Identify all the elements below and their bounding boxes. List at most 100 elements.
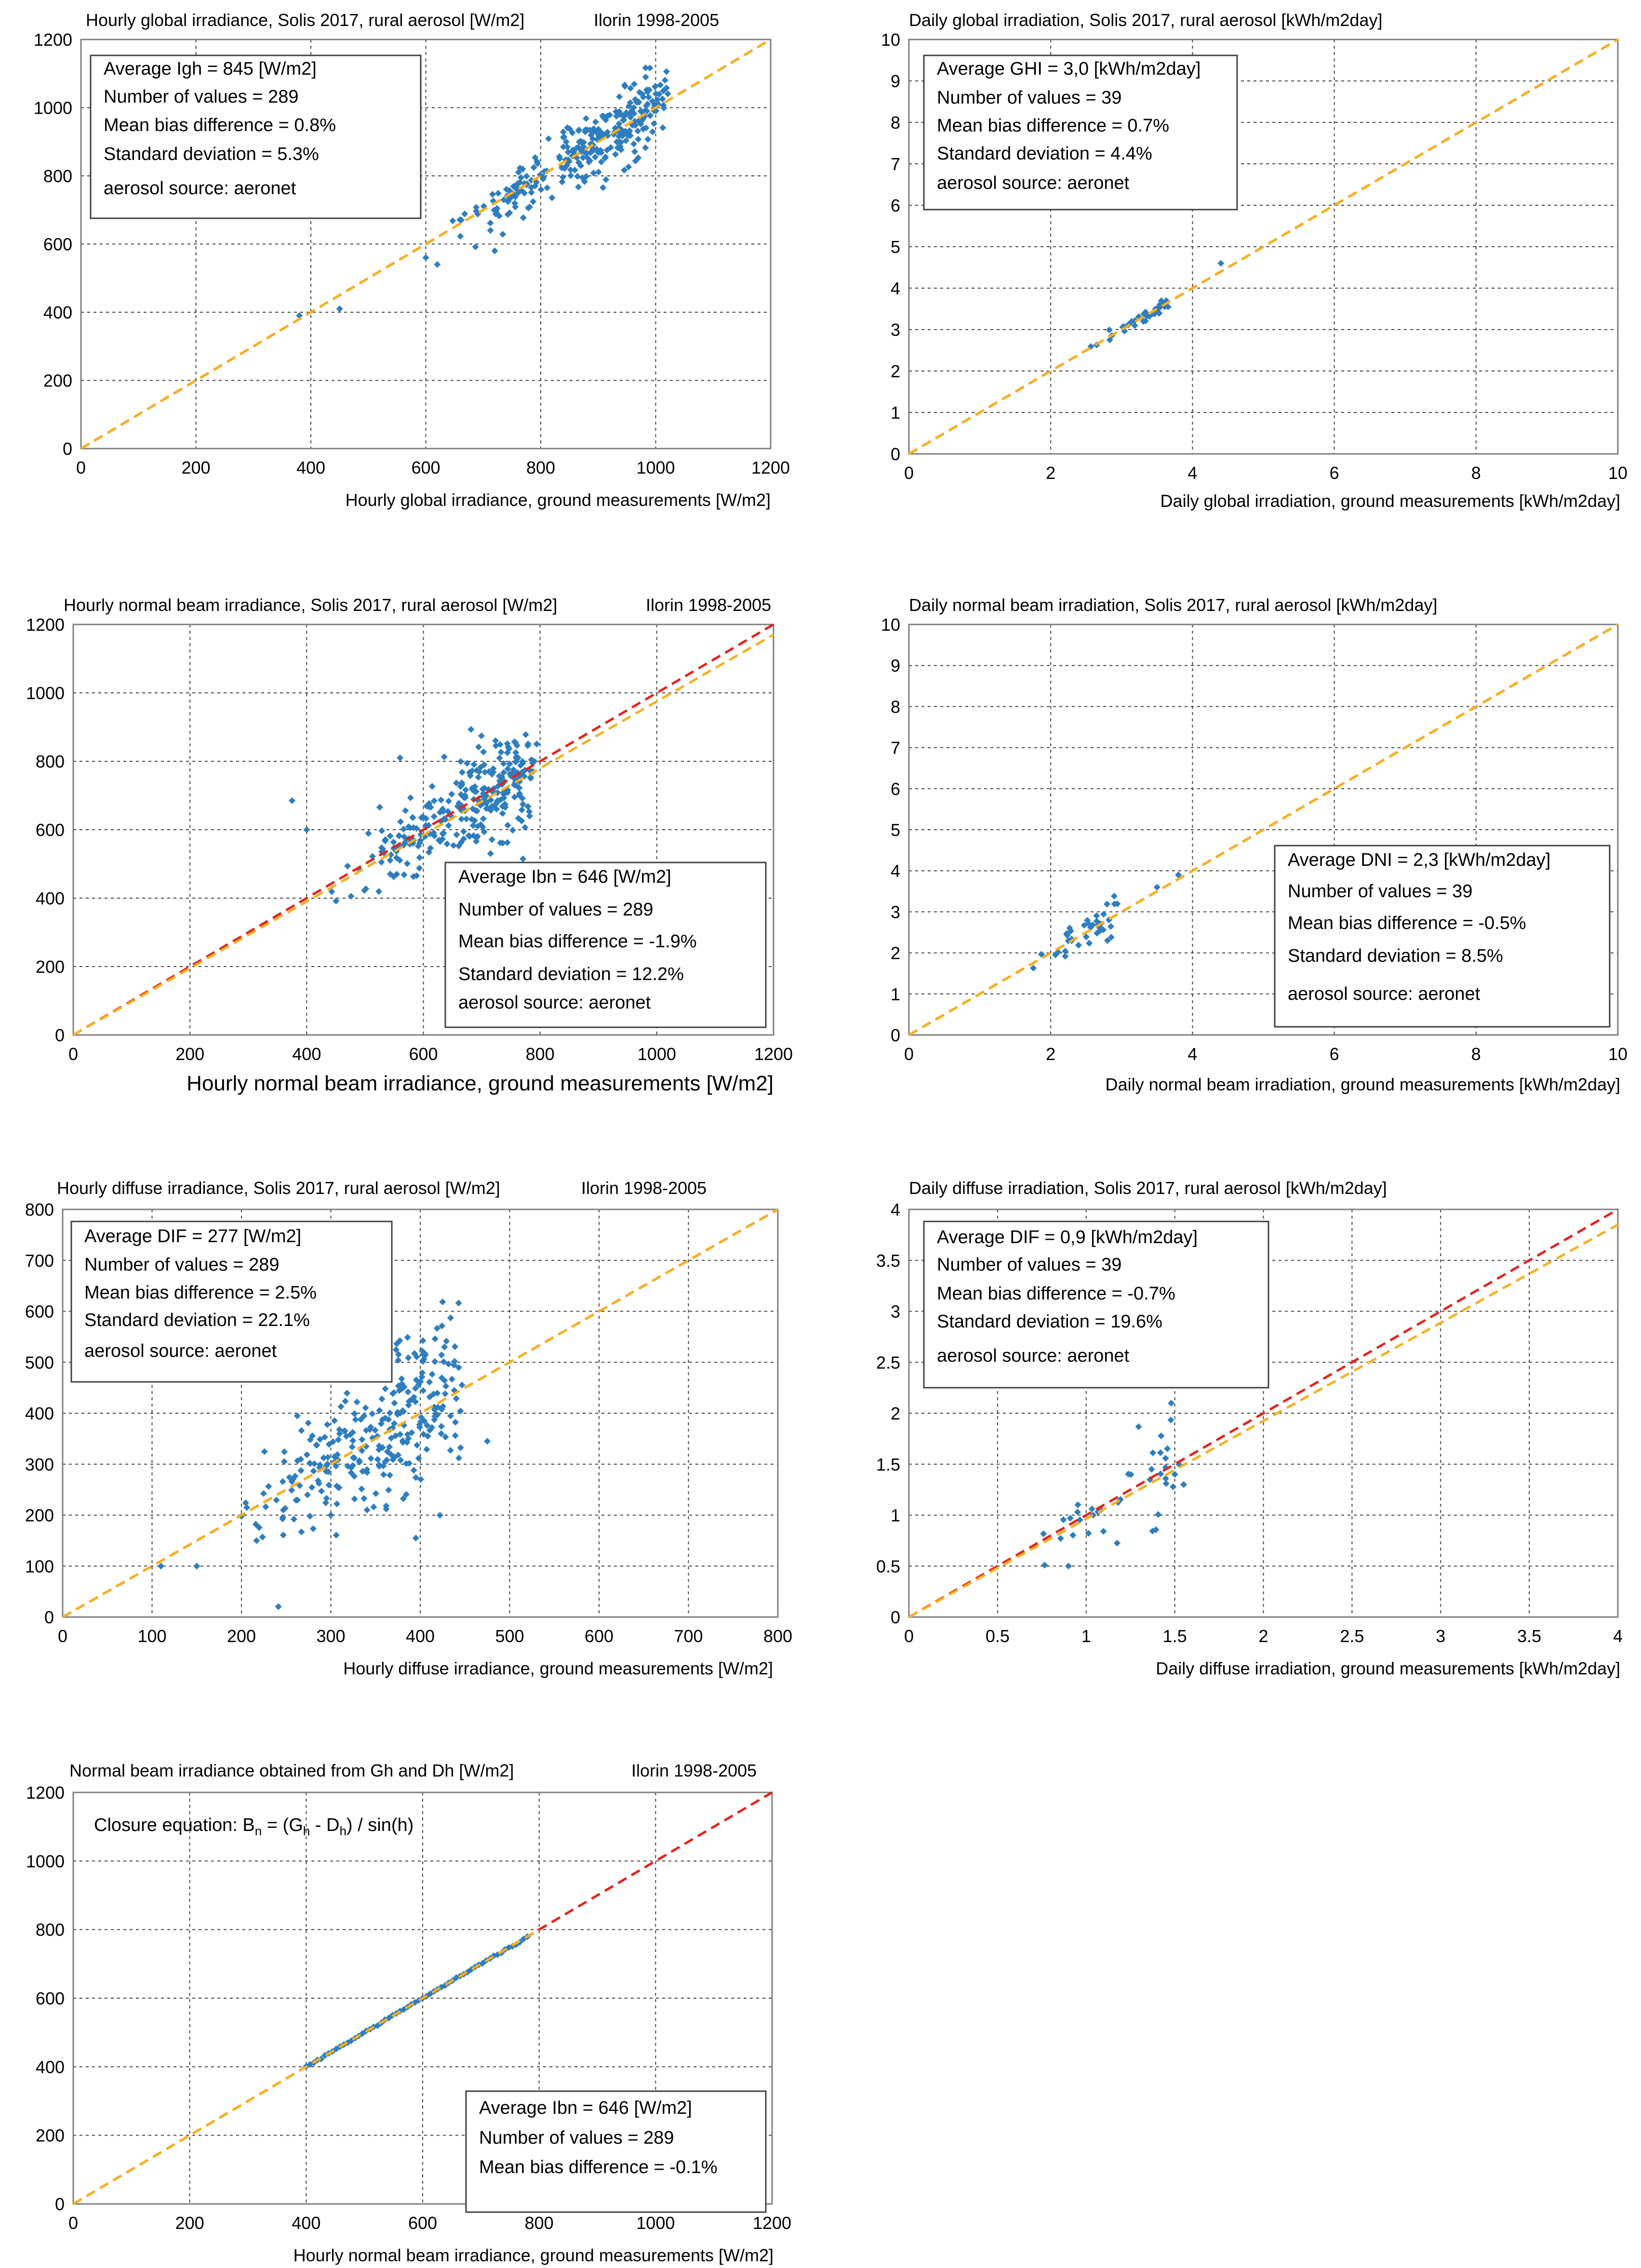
x-tick-label: 1200 xyxy=(751,458,790,477)
data-point xyxy=(342,1398,349,1405)
data-point xyxy=(567,172,574,179)
data-point xyxy=(519,165,526,172)
data-point xyxy=(526,812,533,820)
stats-box xyxy=(70,1220,393,1383)
data-point xyxy=(1170,1483,1177,1490)
stats-line: Standard deviation = 22.1% xyxy=(84,1310,310,1330)
data-point xyxy=(560,128,567,135)
data-point xyxy=(467,726,475,733)
stats-line: Average DIF = 277 [W/m2] xyxy=(84,1226,301,1247)
data-point xyxy=(242,1499,249,1507)
data-point xyxy=(324,1421,331,1428)
stats-line: Number of values = 289 xyxy=(84,1255,280,1275)
x-tick-label: 0 xyxy=(76,458,86,477)
data-point xyxy=(604,129,611,136)
data-point xyxy=(436,1512,443,1519)
data-point xyxy=(428,1370,436,1378)
data-point xyxy=(442,1382,450,1390)
data-point xyxy=(512,749,520,756)
data-point xyxy=(438,796,445,804)
data-point xyxy=(632,122,639,129)
data-point xyxy=(487,219,494,226)
data-point xyxy=(457,1444,464,1451)
chart-title: Daily normal beam irradiation, Solis 201… xyxy=(909,595,1437,615)
chart-p6: 0 0.5 1 1.5 2 2.5 3 3.5 4 0 0.5 1 1.5 2 2.5 3 3.5 4 Daily … xyxy=(876,1178,1623,1678)
data-point xyxy=(510,766,517,773)
chart-title: Hourly diffuse irradiance, Solis 2017, r… xyxy=(57,1178,500,1198)
y-tick-label: 200 xyxy=(25,1506,54,1525)
y-tick-label: 700 xyxy=(25,1251,54,1271)
plot-frame xyxy=(72,623,774,1036)
data-point xyxy=(333,897,340,905)
y-tick-label: 4 xyxy=(891,279,900,298)
data-point xyxy=(259,1533,266,1540)
y-tick-label: 0 xyxy=(44,1607,54,1627)
scatter-points xyxy=(303,1933,531,2070)
data-point xyxy=(457,758,465,765)
data-point xyxy=(422,254,429,261)
x-tick-label: 400 xyxy=(292,2213,320,2233)
y-tick-label: 7 xyxy=(891,154,900,174)
data-point xyxy=(530,164,537,171)
data-point xyxy=(490,769,497,776)
data-point xyxy=(407,794,414,801)
data-point xyxy=(1162,1475,1169,1482)
y-tick-label: 2 xyxy=(891,361,900,381)
stats-line: Average DNI = 2,3 [kWh/m2day] xyxy=(1288,850,1550,870)
x-tick-label: 200 xyxy=(175,2213,204,2233)
data-point xyxy=(311,1460,318,1467)
x-tick-label: 400 xyxy=(406,1626,435,1646)
y-tick-label: 2 xyxy=(891,943,900,963)
data-point xyxy=(303,826,310,834)
data-point xyxy=(496,755,503,762)
chart-location: Ilorin 1998-2005 xyxy=(631,1761,757,1780)
data-point xyxy=(262,1503,269,1511)
x-tick-label: 600 xyxy=(408,2213,437,2233)
x-tick-label: 0 xyxy=(904,1626,914,1646)
data-point xyxy=(323,1495,330,1502)
data-point xyxy=(518,806,525,813)
data-point xyxy=(642,124,650,132)
data-point xyxy=(497,749,505,756)
data-point xyxy=(445,797,453,805)
fit-line xyxy=(62,1208,779,1618)
data-point xyxy=(476,768,483,775)
data-point xyxy=(650,120,658,127)
data-point xyxy=(430,813,438,820)
y-tick-label: 0 xyxy=(55,1025,65,1045)
data-point xyxy=(559,178,566,186)
stats-box xyxy=(465,2090,767,2213)
data-point xyxy=(617,146,625,153)
x-tick-label: 0 xyxy=(58,1626,67,1646)
data-point xyxy=(606,111,614,119)
x-tick-label: 200 xyxy=(175,1044,204,1064)
stats-line: aerosol source: aeronet xyxy=(937,173,1130,193)
y-tick-label: 2.5 xyxy=(876,1353,900,1372)
x-axis-label: Hourly normal beam irradiance, ground me… xyxy=(187,1072,774,1095)
data-point xyxy=(390,838,397,846)
data-point xyxy=(360,1495,368,1502)
stats-line: Number of values = 39 xyxy=(1288,881,1472,902)
data-point xyxy=(503,186,510,193)
x-axis-label: Hourly diffuse irradiance, ground measur… xyxy=(343,1658,773,1678)
stats-line: Number of values = 289 xyxy=(458,900,654,920)
data-point xyxy=(480,761,488,769)
y-tick-label: 1200 xyxy=(26,615,65,635)
data-point xyxy=(527,775,534,782)
data-point xyxy=(569,129,576,136)
data-point xyxy=(575,183,582,191)
data-point xyxy=(582,115,590,122)
y-tick-label: 200 xyxy=(43,371,72,391)
y-tick-label: 400 xyxy=(25,1404,54,1423)
data-point xyxy=(460,835,467,843)
data-point xyxy=(560,133,567,141)
data-point xyxy=(574,172,581,180)
data-point xyxy=(328,888,335,895)
x-tick-label: 500 xyxy=(495,1626,524,1646)
stats-line: Mean bias difference = 0.7% xyxy=(937,116,1169,136)
chart-p3: 0 200 400 600 800 1000 1200 0 200 400 600 800 1000 12… xyxy=(26,595,793,1095)
data-point xyxy=(415,1455,422,1462)
x-tick-label: 200 xyxy=(227,1626,256,1646)
y-tick-label: 1 xyxy=(891,1506,900,1525)
data-point xyxy=(591,153,599,161)
